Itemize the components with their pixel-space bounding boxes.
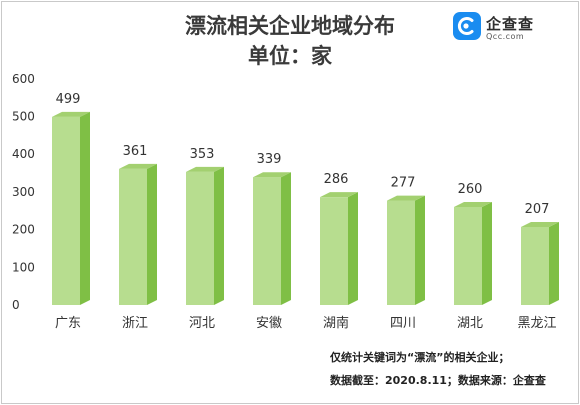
chart-subtitle: 单位：家 [248,44,332,68]
y-tick-label: 500 [12,110,35,124]
bar-side [214,166,224,305]
y-tick-label: 600 [12,72,35,86]
bar-value-label: 361 [123,144,148,159]
brand-url: Qcc.com [486,32,525,41]
bar-side [147,163,157,305]
bar-side [80,111,90,305]
bar-value-label: 286 [324,172,349,187]
bar-top [119,163,157,169]
bar-top [454,201,492,207]
bar-front [253,177,281,305]
y-tick-label: 200 [12,223,35,237]
bar-side [549,221,559,305]
bar-top [52,111,90,117]
x-category-label: 浙江 [122,316,148,331]
bar-value-label: 260 [458,182,483,197]
bar-front [119,168,147,305]
brand-logo: 企查查 Qcc.com [453,12,563,46]
bar-front [387,200,415,305]
y-tick-label: 0 [12,298,20,312]
bar-top [387,195,425,201]
bar-value-label: 277 [391,176,416,191]
bar-front [52,116,80,305]
bar-value-label: 339 [257,152,282,167]
y-tick-label: 400 [12,147,35,161]
bar-front [320,197,348,305]
x-category-label: 河北 [189,316,215,331]
y-tick-label: 300 [12,185,35,199]
bar-front [521,226,549,305]
x-category-label: 安徽 [256,316,282,331]
x-category-label: 湖南 [323,315,349,331]
chart-title: 漂流相关企业地域分布 [185,14,395,38]
x-category-label: 湖北 [457,316,483,331]
x-category-label: 黑龙江 [517,316,556,331]
bar-side [348,192,358,305]
footnote-source: 数据截至：2020.8.11；数据来源：企查查 [330,374,546,387]
x-category-label: 四川 [390,316,416,331]
bar-top [521,221,559,227]
bar-top [186,166,224,172]
brand-name: 企查查 [486,15,535,33]
bar-value-label: 207 [525,202,550,217]
bar-value-label: 499 [56,92,81,107]
footnote-scope: 仅统计关键词为“漂流”的相关企业； [330,351,510,364]
qcc-logo-icon [453,12,481,40]
y-tick-label: 100 [12,260,35,274]
bar-value-label: 353 [190,147,215,162]
bar-top [320,192,358,198]
bar-side [281,172,291,305]
bar-side [415,195,425,305]
bar-front [186,171,214,305]
bar-top [253,172,291,178]
bar-front [454,206,482,305]
bar-side [482,201,492,305]
x-category-label: 广东 [55,316,81,331]
